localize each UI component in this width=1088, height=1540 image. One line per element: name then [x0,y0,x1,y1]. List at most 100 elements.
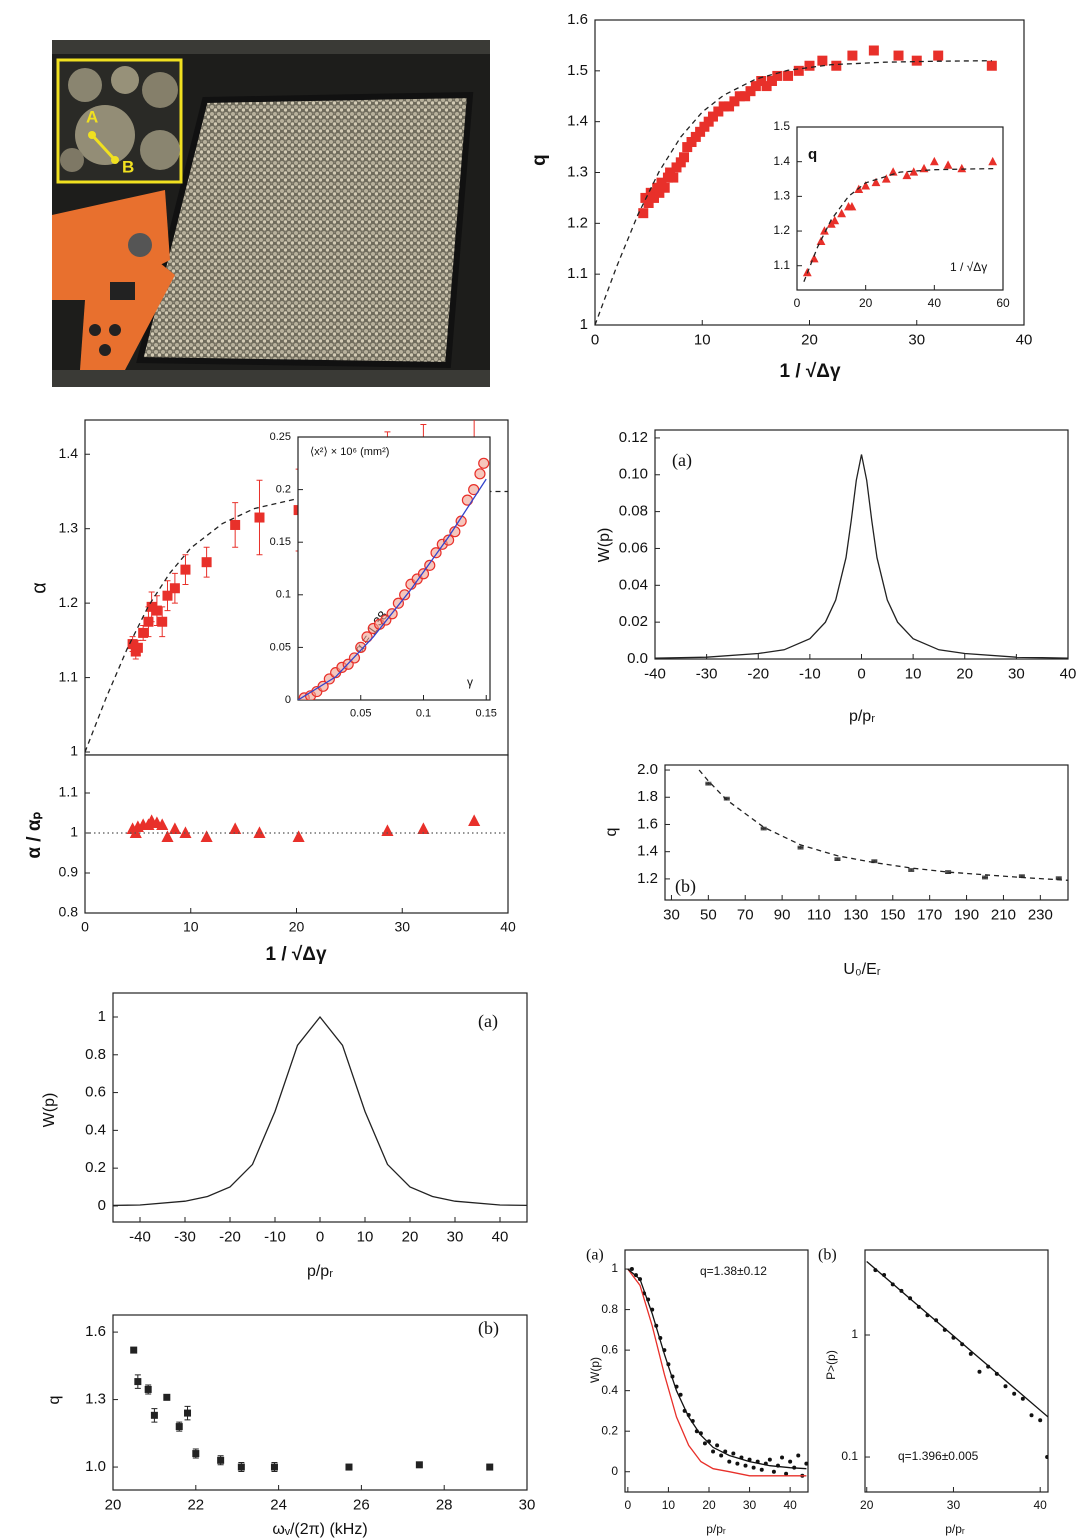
y-tick-label: 1.3 [85,1391,106,1408]
series [802,156,998,282]
plot-frame [654,429,1069,660]
panel: 0.05 0.1 0.15 0 0.05 0.1 0.15 0.2 0.25 ⟨x²⟩ × 10⁶… [270,431,497,720]
marker [788,1459,793,1464]
x-tick-label: 40 [1060,665,1077,682]
marker [761,81,772,92]
y-axis-label: α / αₚ [24,811,45,858]
marker [750,81,761,92]
x-tick-label: 28 [436,1496,453,1513]
marker [399,589,411,601]
plot-frame [664,764,1069,901]
x-tick-label: 20 [801,331,818,348]
x-tick-label: -10 [799,665,821,682]
marker [392,597,404,609]
marker [793,65,804,76]
marker [643,198,654,208]
annotation: (a) [478,1011,498,1032]
y-tick-label: 0.1 [276,589,291,601]
marker [381,824,394,836]
marker [254,512,265,523]
y-tick-label: 0.05 [270,641,291,653]
marker [679,152,690,163]
annotation: q [808,146,817,163]
marker [442,534,455,546]
marker [192,1450,200,1458]
marker [638,208,649,219]
y-axis-label: q [603,828,620,837]
x-tick-label: 40 [500,919,516,935]
marker [682,142,693,153]
marker [837,208,847,218]
x-tick-label: 40 [492,1228,509,1245]
marker [690,131,701,142]
marker [143,616,154,627]
y-tick-label: 1 [580,316,588,333]
marker [804,60,815,71]
panel: 20 30 40 0.1 1 p/pᵣ P>(p) (b) q=1.396±0.005 [818,1247,1049,1536]
marker [830,215,840,225]
x-axis-label: U₀/Eᵣ [843,961,880,978]
x-tick-label: 50 [700,906,717,923]
y-tick-label: 1 [70,743,78,759]
marker [734,91,745,102]
x-tick-label: 20 [289,919,305,935]
point-label: A [86,107,98,126]
x-tick-label: 210 [991,906,1016,923]
x-tick-label: 30 [1008,665,1025,682]
x-axis-label: ωᵥ/(2π) (kHz) [272,1521,367,1538]
panel: -40 -30 -20 -10 0 10 20 30 40 0 0.2 0.4 0.6 0.8 1 p/pᵣ W… [41,992,528,1280]
fit-line [595,60,992,325]
x-tick-label: 110 [807,906,831,923]
x-tick-label: 20 [956,665,973,682]
y-tick-label: 1.6 [85,1323,106,1340]
marker [138,627,149,638]
y-tick-label: 1.4 [567,113,588,130]
marker [888,167,898,176]
y-axis-label: α [28,582,50,594]
marker [731,1451,736,1456]
x-tick-label: 20 [402,1228,419,1245]
marker [861,181,871,190]
series [85,814,508,842]
marker [229,822,242,834]
plot-frame [112,1314,528,1491]
marker [652,182,663,193]
y-tick-label: 1.5 [567,62,588,79]
photo: A B [52,40,490,387]
y-tick-label: 0.02 [619,613,648,630]
x-tick-label: 40 [1016,331,1033,348]
y-tick-label: 0 [611,1464,618,1478]
y-tick-label: 0.15 [270,536,291,548]
x-axis-label: p/pᵣ [849,708,875,725]
annotation: ⟨x²⟩ × 10⁶ (mm²) [310,446,389,458]
marker [1029,1413,1034,1418]
y-tick-label: 1.2 [59,594,79,610]
x-tick-label: 0 [591,331,599,348]
x-tick-label: 230 [1028,906,1053,923]
marker [909,167,919,176]
x-tick-label: -40 [129,1228,151,1245]
marker [745,86,756,97]
fit-line [698,769,1068,881]
marker [759,1467,764,1472]
x-tick-label: 30 [519,1496,536,1513]
marker [151,605,162,616]
panel: 30 50 70 90 110 130 150 170 190 210 230 1.2 1.4 1.6 1.… [603,761,1069,978]
series [113,1015,527,1207]
marker [729,96,740,107]
marker [478,457,490,469]
marker [767,1457,772,1462]
x-axis-label: p/pᵣ [706,1522,726,1536]
point-label: B [122,157,134,176]
marker [200,830,213,842]
fit-line [627,1268,807,1477]
y-tick-label: 0.25 [270,431,291,443]
y-tick-label: 1.1 [567,265,588,282]
marker [756,76,767,86]
marker [933,50,944,61]
marker [735,1461,740,1466]
marker [355,641,367,654]
x-axis-label: p/pᵣ [945,1522,965,1536]
marker [665,167,676,178]
